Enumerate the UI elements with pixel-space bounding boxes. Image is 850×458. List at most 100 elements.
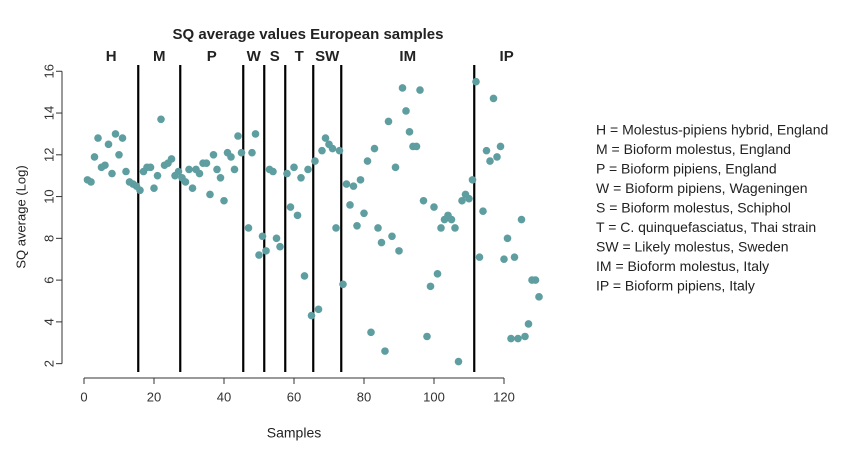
- data-point: [517, 215, 526, 224]
- data-point: [486, 157, 494, 165]
- legend-entry: S = Bioform molestus, Schiphol: [596, 200, 791, 216]
- data-point: [174, 167, 183, 176]
- data-point: [118, 134, 127, 142]
- legend-entry: H = Molestus-pipiens hybrid, England: [596, 122, 828, 138]
- y-axis-label: SQ average (Log): [13, 165, 28, 268]
- data-point: [293, 211, 302, 220]
- y-tick-label: 14: [41, 106, 56, 120]
- data-point: [297, 173, 305, 182]
- y-tick-label: 6: [41, 276, 56, 283]
- data-point: [185, 165, 193, 174]
- x-tick-label: 0: [80, 389, 87, 404]
- group-label: SW: [315, 48, 340, 65]
- data-point: [234, 132, 242, 140]
- legend-entry: M = Bioform molestus, England: [596, 141, 791, 157]
- group-label: P: [207, 48, 217, 65]
- data-point: [248, 148, 256, 157]
- data-point: [146, 163, 155, 172]
- data-point: [332, 224, 340, 232]
- data-point: [395, 247, 403, 255]
- legend-entry: W = Bioform pipiens, Wageningen: [596, 180, 808, 196]
- data-point: [122, 167, 130, 176]
- data-point: [416, 86, 424, 94]
- data-point: [535, 293, 543, 301]
- legend-entry: IM = Bioform molestus, Italy: [596, 258, 769, 274]
- data-point: [255, 251, 263, 259]
- data-point: [304, 165, 312, 174]
- data-point: [346, 201, 354, 209]
- data-point: [335, 146, 344, 155]
- data-point: [94, 134, 102, 142]
- legend-entry: IP = Bioform pipiens, Italy: [596, 278, 755, 294]
- data-point: [496, 142, 505, 151]
- data-point: [367, 328, 375, 337]
- y-tick-label: 4: [41, 318, 56, 325]
- group-label: W: [247, 48, 262, 65]
- data-point: [489, 94, 498, 103]
- data-point: [377, 238, 386, 247]
- x-tick-label: 40: [217, 389, 231, 404]
- data-point: [391, 163, 400, 172]
- group-label: S: [270, 48, 280, 65]
- y-tick-label: 12: [41, 148, 56, 162]
- data-point: [220, 196, 228, 205]
- x-tick-label: 20: [147, 389, 161, 404]
- data-point: [276, 242, 284, 251]
- y-tick-label: 16: [41, 64, 56, 78]
- data-point: [472, 77, 480, 86]
- data-point: [412, 142, 421, 151]
- y-tick-label: 10: [41, 189, 56, 203]
- data-point: [328, 144, 337, 153]
- data-point: [374, 224, 382, 232]
- data-point: [339, 280, 347, 289]
- legend-entry: T = C. quinquefasciatus, Thai strain: [596, 219, 816, 235]
- data-point: [493, 153, 501, 161]
- data-point: [468, 176, 477, 184]
- data-point: [269, 167, 277, 176]
- data-point: [500, 255, 508, 264]
- data-point: [230, 165, 239, 174]
- data-point: [87, 178, 95, 186]
- data-point: [251, 130, 260, 138]
- data-point: [136, 186, 144, 195]
- data-point: [101, 161, 109, 170]
- data-point: [479, 207, 487, 215]
- data-point: [283, 169, 291, 178]
- x-tick-label: 120: [493, 389, 515, 404]
- data-point: [531, 276, 540, 284]
- data-point: [157, 115, 165, 124]
- x-tick-label: 60: [287, 389, 301, 404]
- y-tick-label: 2: [41, 360, 56, 367]
- data-point: [318, 146, 326, 155]
- data-point: [360, 209, 368, 218]
- data-point: [321, 134, 330, 142]
- group-label: IP: [500, 48, 514, 65]
- data-point: [426, 282, 435, 291]
- data-point: [167, 155, 176, 163]
- data-point: [202, 159, 211, 167]
- data-point: [258, 232, 267, 241]
- data-point: [514, 334, 522, 343]
- data-point: [433, 270, 442, 278]
- data-point: [290, 163, 298, 172]
- data-point: [237, 148, 246, 157]
- data-point: [188, 184, 197, 193]
- data-point: [451, 224, 459, 232]
- data-point: [108, 169, 116, 178]
- group-label: IM: [399, 48, 416, 65]
- data-point: [181, 178, 190, 186]
- data-point: [314, 305, 323, 314]
- data-point: [465, 194, 473, 203]
- data-point: [363, 157, 372, 165]
- y-tick-label: 8: [41, 235, 56, 242]
- data-point: [388, 232, 396, 241]
- group-label: H: [106, 48, 117, 65]
- data-point: [342, 180, 351, 188]
- data-point: [423, 332, 431, 341]
- data-point: [482, 146, 491, 155]
- data-point: [447, 215, 456, 224]
- data-point: [216, 173, 225, 182]
- data-point: [111, 130, 120, 138]
- legend-entry: SW = Likely molestus, Sweden: [596, 239, 789, 255]
